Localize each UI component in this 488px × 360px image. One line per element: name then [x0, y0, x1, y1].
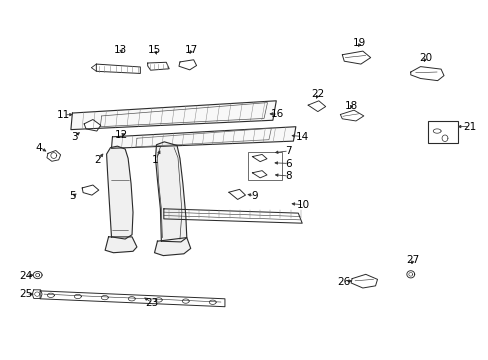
Polygon shape — [106, 146, 133, 239]
Text: 3: 3 — [71, 132, 78, 142]
Text: 5: 5 — [69, 191, 76, 201]
Text: 26: 26 — [337, 276, 350, 287]
Polygon shape — [147, 62, 169, 70]
Polygon shape — [111, 127, 295, 148]
Polygon shape — [228, 189, 245, 199]
Text: 20: 20 — [418, 53, 431, 63]
Text: 18: 18 — [344, 101, 357, 111]
Text: 9: 9 — [250, 191, 257, 201]
Text: 12: 12 — [114, 130, 128, 140]
Polygon shape — [96, 64, 140, 73]
Polygon shape — [155, 142, 186, 242]
Text: 16: 16 — [270, 109, 284, 120]
Bar — [248, 152, 281, 180]
Polygon shape — [47, 150, 61, 161]
Polygon shape — [350, 274, 377, 288]
Polygon shape — [340, 110, 363, 121]
Text: 27: 27 — [405, 255, 419, 265]
Text: 24: 24 — [19, 271, 32, 281]
Text: 14: 14 — [295, 132, 308, 142]
Text: 19: 19 — [352, 38, 366, 48]
Text: 4: 4 — [36, 143, 42, 153]
Text: 21: 21 — [462, 122, 475, 132]
Text: 13: 13 — [113, 45, 127, 55]
Text: 2: 2 — [94, 155, 101, 165]
Polygon shape — [105, 237, 137, 253]
Polygon shape — [82, 185, 99, 195]
Text: 22: 22 — [310, 89, 324, 99]
Polygon shape — [410, 67, 443, 81]
Text: 7: 7 — [285, 146, 291, 156]
Polygon shape — [179, 60, 196, 70]
Polygon shape — [307, 101, 325, 112]
Polygon shape — [71, 101, 276, 130]
Polygon shape — [154, 238, 190, 256]
Text: 6: 6 — [285, 159, 291, 169]
Text: 10: 10 — [296, 200, 309, 210]
Text: 8: 8 — [285, 171, 291, 181]
Text: 11: 11 — [57, 110, 70, 120]
Text: 1: 1 — [152, 155, 159, 165]
Polygon shape — [342, 51, 370, 64]
Polygon shape — [84, 120, 101, 131]
Text: 23: 23 — [144, 298, 158, 308]
Text: 25: 25 — [19, 289, 32, 300]
Text: 17: 17 — [184, 45, 198, 55]
Text: 15: 15 — [147, 45, 161, 55]
Bar — [427, 121, 457, 143]
